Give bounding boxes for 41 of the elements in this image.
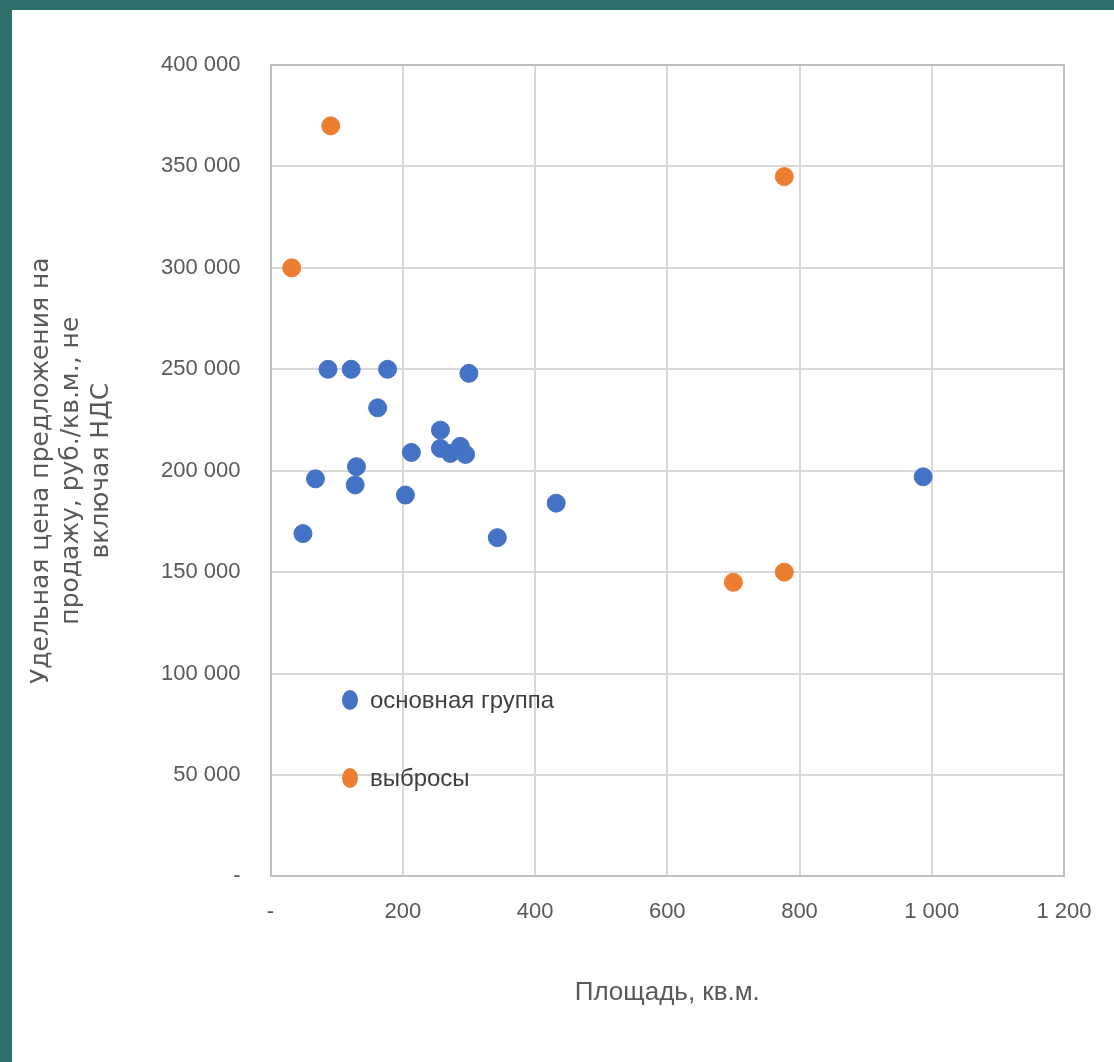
x-tick-label: - — [266, 897, 275, 923]
point — [305, 469, 325, 489]
point — [282, 258, 302, 278]
point — [321, 116, 341, 136]
point — [913, 467, 933, 487]
y-tick-label: 150 000 — [160, 558, 241, 584]
y-tick-label: - — [233, 862, 241, 888]
point — [456, 444, 476, 464]
legend-label: выбросы — [369, 764, 470, 793]
point — [345, 475, 365, 495]
x-tick-label: 600 — [648, 897, 686, 923]
y-tick-label: 50 000 — [173, 761, 241, 787]
point — [430, 420, 450, 440]
point — [341, 359, 361, 379]
x-tick-label: 1 000 — [904, 897, 960, 923]
point — [395, 485, 415, 505]
y-axis-title: Удельная цена предложения на продажу, руб./кв.м., не включая НДС — [24, 257, 114, 684]
point — [546, 493, 566, 513]
point — [774, 562, 794, 582]
y-tick-label: 300 000 — [160, 253, 241, 279]
point — [378, 359, 398, 379]
point — [368, 398, 388, 418]
point — [318, 359, 338, 379]
legend-label: основная группа — [369, 686, 555, 715]
y-tick-label: 200 000 — [160, 456, 241, 482]
y-tick-label: 250 000 — [160, 355, 241, 381]
y-tick-label: 400 000 — [160, 51, 241, 77]
x-axis-title: Площадь, кв.м. — [574, 975, 760, 1006]
point — [723, 572, 743, 592]
x-tick-label: 1 200 — [1036, 897, 1092, 923]
x-tick-label: 200 — [384, 897, 422, 923]
x-tick-label: 400 — [516, 897, 554, 923]
point — [346, 457, 366, 477]
point — [293, 524, 313, 544]
x-tick-label: 800 — [781, 897, 818, 923]
point — [459, 363, 479, 383]
y-tick-label: 350 000 — [160, 152, 241, 178]
y-tick-label: 100 000 — [160, 659, 241, 685]
point — [401, 442, 421, 462]
point — [774, 167, 794, 187]
point — [487, 528, 507, 548]
